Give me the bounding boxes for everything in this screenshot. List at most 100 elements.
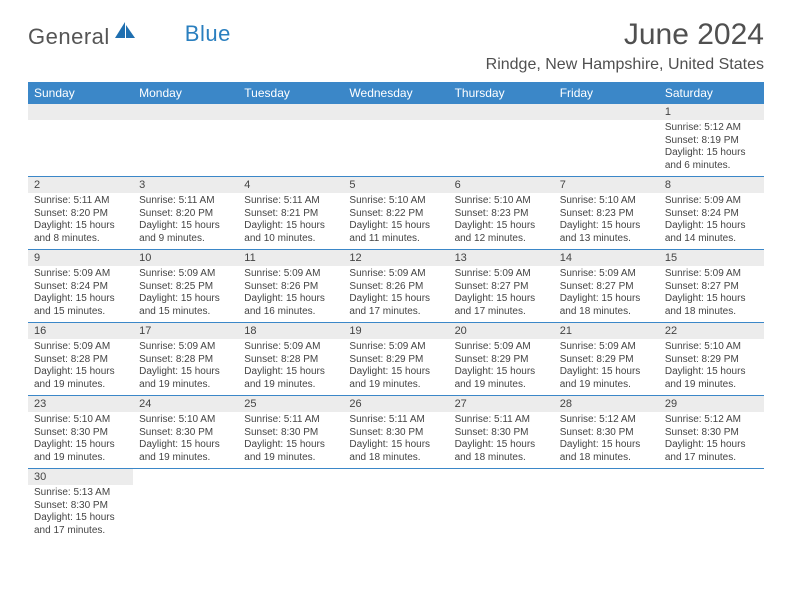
day-details: Sunrise: 5:09 AMSunset: 8:29 PMDaylight:… [343,339,448,395]
daylight-text1: Daylight: 15 hours [139,439,232,452]
day-number: 11 [238,250,343,266]
daylight-text1: Daylight: 15 hours [455,439,548,452]
calendar-cell: 17Sunrise: 5:09 AMSunset: 8:28 PMDayligh… [133,323,238,396]
daylight-text1: Daylight: 15 hours [139,366,232,379]
calendar-week: 2Sunrise: 5:11 AMSunset: 8:20 PMDaylight… [28,177,764,250]
daylight-text1: Daylight: 15 hours [560,293,653,306]
daylight-text1: Daylight: 15 hours [455,293,548,306]
sunrise-text: Sunrise: 5:09 AM [455,341,548,354]
calendar-week: 30Sunrise: 5:13 AMSunset: 8:30 PMDayligh… [28,469,764,542]
calendar-cell [449,104,554,177]
daylight-text2: and 19 minutes. [34,452,127,465]
day-number: 26 [343,396,448,412]
daylight-text1: Daylight: 15 hours [560,366,653,379]
sunset-text: Sunset: 8:26 PM [244,281,337,294]
empty-day-header [133,104,238,120]
day-number: 23 [28,396,133,412]
sail-icon [113,20,137,45]
sunset-text: Sunset: 8:26 PM [349,281,442,294]
daylight-text1: Daylight: 15 hours [665,439,758,452]
daylight-text1: Daylight: 15 hours [455,366,548,379]
logo-text-blue: Blue [185,21,231,47]
calendar-cell: 24Sunrise: 5:10 AMSunset: 8:30 PMDayligh… [133,396,238,469]
day-details: Sunrise: 5:11 AMSunset: 8:21 PMDaylight:… [238,193,343,249]
daylight-text1: Daylight: 15 hours [34,512,127,525]
day-details: Sunrise: 5:10 AMSunset: 8:29 PMDaylight:… [659,339,764,395]
daylight-text2: and 18 minutes. [665,306,758,319]
sunset-text: Sunset: 8:25 PM [139,281,232,294]
day-number: 10 [133,250,238,266]
calendar-cell: 18Sunrise: 5:09 AMSunset: 8:28 PMDayligh… [238,323,343,396]
calendar-cell: 28Sunrise: 5:12 AMSunset: 8:30 PMDayligh… [554,396,659,469]
day-number: 4 [238,177,343,193]
daylight-text1: Daylight: 15 hours [244,439,337,452]
calendar-week: 16Sunrise: 5:09 AMSunset: 8:28 PMDayligh… [28,323,764,396]
day-details: Sunrise: 5:10 AMSunset: 8:30 PMDaylight:… [133,412,238,468]
day-number: 20 [449,323,554,339]
daylight-text2: and 18 minutes. [560,452,653,465]
sunrise-text: Sunrise: 5:12 AM [665,122,758,135]
empty-day-header [343,104,448,120]
daylight-text2: and 19 minutes. [455,379,548,392]
daylight-text2: and 19 minutes. [665,379,758,392]
sunset-text: Sunset: 8:20 PM [139,208,232,221]
calendar-cell: 10Sunrise: 5:09 AMSunset: 8:25 PMDayligh… [133,250,238,323]
sunrise-text: Sunrise: 5:12 AM [665,414,758,427]
day-details: Sunrise: 5:10 AMSunset: 8:23 PMDaylight:… [554,193,659,249]
sunrise-text: Sunrise: 5:11 AM [34,195,127,208]
daylight-text1: Daylight: 15 hours [349,293,442,306]
daylight-text1: Daylight: 15 hours [34,220,127,233]
daylight-text1: Daylight: 15 hours [349,220,442,233]
daylight-text2: and 10 minutes. [244,233,337,246]
calendar-cell: 25Sunrise: 5:11 AMSunset: 8:30 PMDayligh… [238,396,343,469]
sunset-text: Sunset: 8:28 PM [244,354,337,367]
sunrise-text: Sunrise: 5:10 AM [560,195,653,208]
location-text: Rindge, New Hampshire, United States [486,56,764,74]
daylight-text1: Daylight: 15 hours [665,147,758,160]
calendar-week: 23Sunrise: 5:10 AMSunset: 8:30 PMDayligh… [28,396,764,469]
sunset-text: Sunset: 8:28 PM [139,354,232,367]
day-number: 30 [28,469,133,485]
daylight-text2: and 19 minutes. [244,379,337,392]
calendar-cell: 22Sunrise: 5:10 AMSunset: 8:29 PMDayligh… [659,323,764,396]
sunset-text: Sunset: 8:23 PM [455,208,548,221]
calendar-cell: 9Sunrise: 5:09 AMSunset: 8:24 PMDaylight… [28,250,133,323]
calendar-cell [554,469,659,542]
calendar-cell [554,104,659,177]
day-header: Friday [554,82,659,104]
sunrise-text: Sunrise: 5:11 AM [244,414,337,427]
day-details: Sunrise: 5:13 AMSunset: 8:30 PMDaylight:… [28,485,133,541]
day-header: Saturday [659,82,764,104]
calendar-cell: 21Sunrise: 5:09 AMSunset: 8:29 PMDayligh… [554,323,659,396]
sunset-text: Sunset: 8:28 PM [34,354,127,367]
daylight-text1: Daylight: 15 hours [244,293,337,306]
daylight-text1: Daylight: 15 hours [455,220,548,233]
daylight-text1: Daylight: 15 hours [34,293,127,306]
day-details: Sunrise: 5:09 AMSunset: 8:28 PMDaylight:… [133,339,238,395]
daylight-text2: and 16 minutes. [244,306,337,319]
day-details: Sunrise: 5:09 AMSunset: 8:25 PMDaylight:… [133,266,238,322]
daylight-text2: and 19 minutes. [560,379,653,392]
daylight-text1: Daylight: 15 hours [665,293,758,306]
sunrise-text: Sunrise: 5:09 AM [34,268,127,281]
sunset-text: Sunset: 8:27 PM [455,281,548,294]
day-number: 21 [554,323,659,339]
calendar-cell: 15Sunrise: 5:09 AMSunset: 8:27 PMDayligh… [659,250,764,323]
header: General Blue June 2024 Rindge, New Hamps… [28,18,764,74]
day-details: Sunrise: 5:11 AMSunset: 8:30 PMDaylight:… [238,412,343,468]
calendar-cell: 2Sunrise: 5:11 AMSunset: 8:20 PMDaylight… [28,177,133,250]
calendar-cell: 14Sunrise: 5:09 AMSunset: 8:27 PMDayligh… [554,250,659,323]
calendar-cell [343,469,448,542]
daylight-text1: Daylight: 15 hours [665,366,758,379]
sunset-text: Sunset: 8:29 PM [349,354,442,367]
daylight-text2: and 19 minutes. [139,452,232,465]
sunrise-text: Sunrise: 5:09 AM [139,341,232,354]
day-details: Sunrise: 5:10 AMSunset: 8:30 PMDaylight:… [28,412,133,468]
daylight-text2: and 6 minutes. [665,160,758,173]
sunset-text: Sunset: 8:29 PM [455,354,548,367]
day-number: 27 [449,396,554,412]
calendar-cell: 26Sunrise: 5:11 AMSunset: 8:30 PMDayligh… [343,396,448,469]
day-details: Sunrise: 5:11 AMSunset: 8:20 PMDaylight:… [133,193,238,249]
daylight-text1: Daylight: 15 hours [349,366,442,379]
calendar-table: SundayMondayTuesdayWednesdayThursdayFrid… [28,82,764,541]
